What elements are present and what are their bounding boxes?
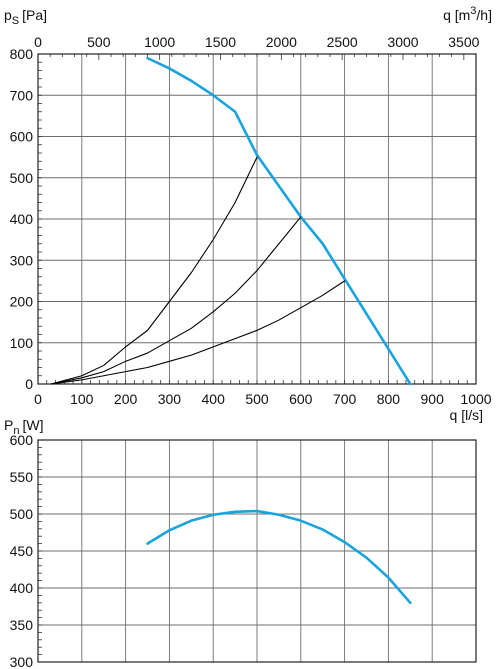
power-chart-grid <box>37 439 477 663</box>
y-tick-label-pressure: 100 <box>10 335 34 351</box>
y-tick-label-pressure: 300 <box>10 252 34 268</box>
y-tick-label-power: 500 <box>10 506 34 522</box>
x-tick-label-flow-ls: 100 <box>70 391 94 407</box>
x-tick-label-flow-ls: 800 <box>377 391 401 407</box>
x-tick-label-flow-ls: 400 <box>202 391 226 407</box>
y-tick-label-power: 350 <box>10 617 34 633</box>
y-tick-label-power: 300 <box>10 654 34 669</box>
x-tick-label-flow-m3h: 1500 <box>205 34 236 50</box>
power-chart-tick-labels: 300 350 400 450 500 550 600 <box>10 432 34 669</box>
system-resistance-curve <box>50 216 302 385</box>
power-chart-series <box>146 509 412 605</box>
x-tick-label-flow-m3h: 0 <box>34 34 42 50</box>
x-tick-label-flow-m3h: 3500 <box>448 34 479 50</box>
x-tick-label-flow-m3h: 500 <box>87 34 111 50</box>
x-axis-title-bottom: q [l/s] <box>450 407 483 423</box>
pressure-chart-frame <box>37 53 477 385</box>
pressure-chart-grid <box>37 53 477 385</box>
y-tick-label-pressure: 0 <box>25 376 33 392</box>
x-tick-label-flow-ls: 200 <box>114 391 138 407</box>
y-tick-label-pressure: 700 <box>10 87 34 103</box>
system-resistance-curve <box>50 156 258 385</box>
x-tick-label-flow-m3h: 2000 <box>266 34 297 50</box>
x-tick-label-flow-ls: 600 <box>289 391 313 407</box>
fan-power-curve <box>146 509 412 605</box>
x-tick-label-flow-ls: 900 <box>421 391 445 407</box>
y-axis-title-pressure: pS [Pa] <box>4 7 47 27</box>
system-resistance-curve <box>50 280 346 385</box>
x-tick-label-flow-ls: 0 <box>34 391 42 407</box>
y-tick-label-pressure: 200 <box>10 294 34 310</box>
y-tick-label-power: 550 <box>10 469 34 485</box>
x-tick-label-flow-m3h: 1000 <box>144 34 175 50</box>
x-tick-label-flow-ls: 1000 <box>460 391 491 407</box>
x-tick-label-flow-ls: 500 <box>245 391 269 407</box>
power-chart-frame <box>37 439 477 663</box>
y-axis-title-power: Pn [W] <box>4 417 43 437</box>
y-tick-label-power: 400 <box>10 580 34 596</box>
x-axis-title-top: q [m3/h] <box>443 5 492 23</box>
y-tick-label-pressure: 600 <box>10 129 34 145</box>
power-chart: 300 350 400 450 500 550 600 Pn [W] <box>4 417 477 669</box>
pressure-chart-series <box>50 56 412 386</box>
y-tick-label-pressure: 400 <box>10 211 34 227</box>
y-tick-label-pressure: 800 <box>10 46 34 62</box>
y-tick-label-pressure: 500 <box>10 170 34 186</box>
x-tick-label-flow-m3h: 3000 <box>387 34 418 50</box>
x-tick-label-flow-ls: 300 <box>158 391 182 407</box>
x-tick-label-flow-m3h: 2500 <box>327 34 358 50</box>
y-tick-label-power: 600 <box>10 432 34 448</box>
x-tick-label-flow-ls: 700 <box>333 391 357 407</box>
fan-pressure-curve <box>146 56 412 386</box>
y-tick-label-power: 450 <box>10 543 34 559</box>
